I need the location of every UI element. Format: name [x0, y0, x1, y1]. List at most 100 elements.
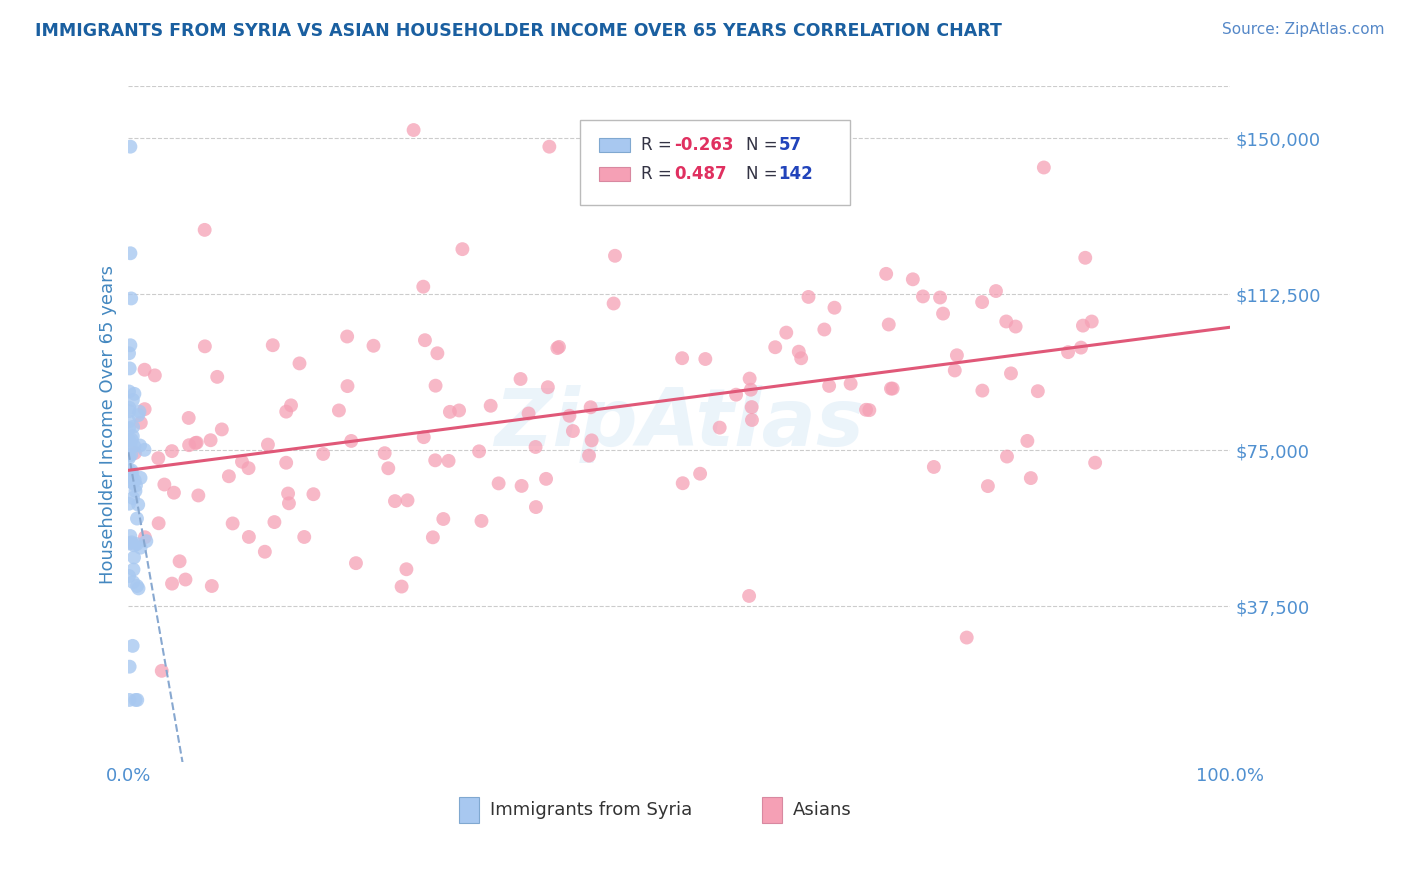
Text: Source: ZipAtlas.com: Source: ZipAtlas.com [1222, 22, 1385, 37]
Point [984, 284, 1007, 298]
Text: 142: 142 [779, 165, 813, 183]
Point [510, 479, 533, 493]
Text: N =: N = [745, 136, 778, 154]
Point [479, 399, 502, 413]
Point [922, 459, 945, 474]
Point [160, 444, 183, 458]
Point [124, 693, 146, 707]
Point [517, 407, 540, 421]
Point [276, 404, 298, 418]
Point [384, 494, 406, 508]
Point [124, 446, 146, 460]
Point [134, 442, 156, 457]
Text: 57: 57 [779, 136, 801, 154]
Point [377, 461, 399, 475]
Point [1084, 456, 1107, 470]
Point [194, 339, 217, 353]
Point [118, 463, 141, 477]
Point [124, 483, 146, 498]
Point [738, 371, 761, 385]
Point [118, 414, 141, 428]
Point [538, 139, 561, 153]
Point [422, 530, 444, 544]
Point [201, 579, 224, 593]
Point [120, 463, 142, 477]
Point [824, 301, 846, 315]
Point [602, 296, 624, 310]
Text: R =: R = [641, 136, 672, 154]
Point [124, 387, 146, 401]
Point [121, 467, 143, 481]
Point [120, 441, 142, 455]
Point [1032, 161, 1054, 175]
Point [125, 478, 148, 492]
Point [118, 569, 141, 583]
Point [558, 409, 581, 423]
Point [263, 515, 285, 529]
Point [302, 487, 325, 501]
Point [124, 473, 146, 487]
Point [336, 329, 359, 343]
Point [911, 289, 934, 303]
Text: N =: N = [745, 165, 778, 183]
Point [124, 538, 146, 552]
Point [118, 421, 141, 435]
Point [1057, 345, 1080, 359]
Point [534, 472, 557, 486]
Point [257, 437, 280, 451]
Point [120, 338, 142, 352]
Point [122, 563, 145, 577]
Point [1004, 319, 1026, 334]
Point [312, 447, 335, 461]
Point [581, 434, 603, 448]
Point [488, 476, 510, 491]
Point [174, 573, 197, 587]
Point [439, 405, 461, 419]
Point [205, 369, 228, 384]
Point [121, 639, 143, 653]
Point [118, 693, 141, 707]
Point [546, 341, 568, 355]
Point [391, 580, 413, 594]
FancyBboxPatch shape [581, 120, 851, 204]
Point [425, 378, 447, 392]
Point [972, 295, 994, 310]
Point [374, 446, 396, 460]
Point [797, 290, 820, 304]
Point [946, 348, 969, 362]
Point [124, 439, 146, 453]
Point [561, 424, 583, 438]
Point [143, 368, 166, 383]
Point [118, 401, 141, 415]
Bar [599, 168, 630, 181]
Point [336, 379, 359, 393]
Text: ZipAtlas: ZipAtlas [495, 385, 865, 463]
Point [276, 456, 298, 470]
Point [858, 403, 880, 417]
Point [437, 454, 460, 468]
Point [177, 411, 200, 425]
Point [412, 279, 434, 293]
Point [943, 363, 966, 377]
Point [775, 326, 797, 340]
Point [790, 351, 813, 366]
Point [763, 340, 786, 354]
Point [120, 529, 142, 543]
Point [121, 429, 143, 443]
Point [129, 541, 152, 555]
Point [1000, 367, 1022, 381]
Point [118, 346, 141, 360]
Point [413, 333, 436, 347]
Text: 0.487: 0.487 [673, 165, 727, 183]
Point [122, 575, 145, 590]
Point [396, 493, 419, 508]
Point [163, 485, 186, 500]
Point [148, 516, 170, 531]
Text: IMMIGRANTS FROM SYRIA VS ASIAN HOUSEHOLDER INCOME OVER 65 YEARS CORRELATION CHAR: IMMIGRANTS FROM SYRIA VS ASIAN HOUSEHOLD… [35, 22, 1002, 40]
Point [741, 413, 763, 427]
Point [120, 139, 142, 153]
Point [280, 398, 302, 412]
Point [262, 338, 284, 352]
Point [278, 496, 301, 510]
Point [211, 422, 233, 436]
